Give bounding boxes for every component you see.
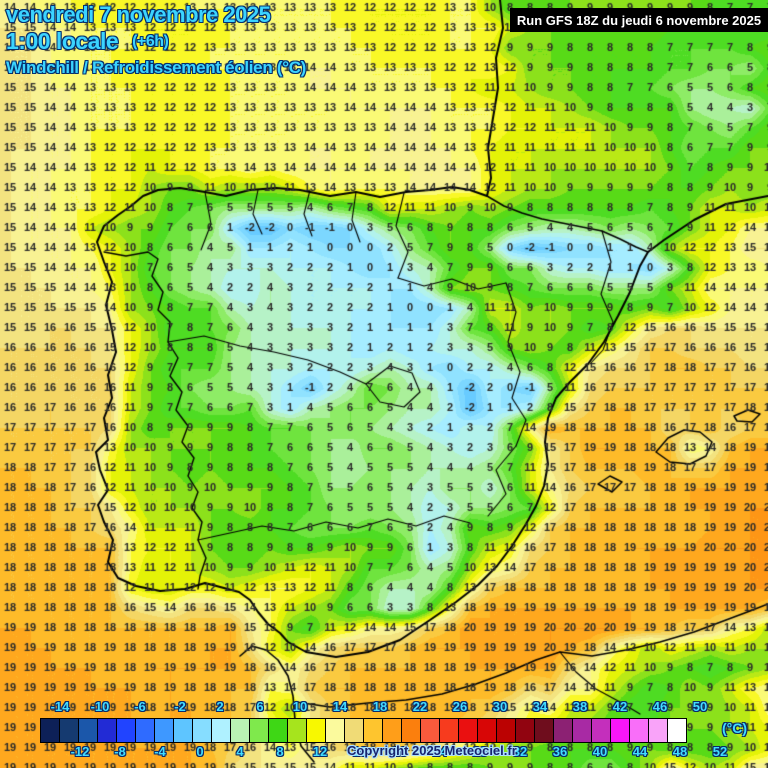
- scale-tick-label: -2: [174, 699, 186, 714]
- scale-cell: [135, 718, 155, 743]
- scale-cell: [401, 718, 421, 743]
- scale-cell: [97, 718, 117, 743]
- scale-cell: [420, 718, 440, 743]
- map-header: vendredi 7 novembre 2025 1:00 locale (+6…: [6, 2, 306, 79]
- scale-tick-label: 12: [312, 744, 328, 759]
- scale-tick-label: 16: [352, 744, 368, 759]
- scale-cell: [40, 718, 60, 743]
- scale-cell: [59, 718, 79, 743]
- scale-tick-label: 0: [196, 744, 204, 759]
- scale-cell: [211, 718, 231, 743]
- scale-tick-label: -6: [134, 699, 146, 714]
- scale-tick-label: -8: [114, 744, 126, 759]
- scale-tick-label: 8: [276, 744, 284, 759]
- scale-tick-label: 32: [512, 744, 528, 759]
- scale-cell: [78, 718, 98, 743]
- scale-cell: [591, 718, 611, 743]
- local-time-label: 1:00 locale: [6, 28, 119, 54]
- scale-tick-label: 34: [532, 699, 548, 714]
- scale-tick-label: 48: [672, 744, 688, 759]
- scale-tick-label: 30: [492, 699, 508, 714]
- scale-cell: [249, 718, 269, 743]
- scale-cell: [439, 718, 459, 743]
- scale-cell: [154, 718, 174, 743]
- scale-tick-label: 20: [392, 744, 408, 759]
- variable-label: Windchill / Refroidissement éolien (°C): [6, 58, 307, 77]
- scale-tick-label: -10: [90, 699, 110, 714]
- color-scale-bar: [40, 718, 687, 743]
- scale-tick-label: 14: [332, 699, 348, 714]
- scale-tick-label: -12: [70, 744, 90, 759]
- copyright-label: Copyright 2025 Meteociel.fr: [347, 743, 517, 758]
- scale-cell: [667, 718, 687, 743]
- scale-cell: [458, 718, 478, 743]
- scale-cell: [382, 718, 402, 743]
- scale-tick-label: 4: [236, 744, 244, 759]
- scale-cell: [610, 718, 630, 743]
- unit-label: (°C): [722, 720, 748, 736]
- run-info-box: Run GFS 18Z du jeudi 6 novembre 2025: [510, 8, 768, 32]
- scale-tick-label: 50: [692, 699, 708, 714]
- scale-cell: [553, 718, 573, 743]
- scale-cell: [629, 718, 649, 743]
- scale-tick-label: 28: [472, 744, 488, 759]
- scale-tick-label: -4: [154, 744, 166, 759]
- scale-tick-label: 2: [216, 699, 224, 714]
- scale-cell: [496, 718, 516, 743]
- scale-tick-label: 22: [412, 699, 428, 714]
- scale-cell: [230, 718, 250, 743]
- scale-cell: [325, 718, 345, 743]
- scale-tick-label: 10: [292, 699, 308, 714]
- scale-cell: [268, 718, 288, 743]
- scale-tick-label: 40: [592, 744, 608, 759]
- scale-tick-label: 24: [432, 744, 448, 759]
- scale-tick-label: 46: [652, 699, 668, 714]
- color-scale-legend: (°C) -14 -10 -6 -2 2 6 10 14 18 22 26 30 34 38 42 46 50-…: [0, 695, 768, 768]
- scale-cell: [344, 718, 364, 743]
- scale-cell: [306, 718, 326, 743]
- scale-tick-label: 6: [256, 699, 264, 714]
- scale-tick-label: 18: [372, 699, 388, 714]
- scale-tick-label: 42: [612, 699, 628, 714]
- scale-tick-label: 52: [712, 744, 728, 759]
- scale-cell: [287, 718, 307, 743]
- forecast-offset-label: (+6h): [132, 33, 169, 50]
- scale-cell: [173, 718, 193, 743]
- scale-cell: [648, 718, 668, 743]
- scale-cell: [116, 718, 136, 743]
- scale-cell: [534, 718, 554, 743]
- scale-cell: [572, 718, 592, 743]
- scale-tick-label: 38: [572, 699, 588, 714]
- scale-tick-label: -14: [50, 699, 70, 714]
- date-label: vendredi 7 novembre 2025: [6, 2, 271, 27]
- scale-cell: [363, 718, 383, 743]
- scale-cell: [515, 718, 535, 743]
- scale-cell: [192, 718, 212, 743]
- scale-tick-label: 26: [452, 699, 468, 714]
- scale-tick-label: 36: [552, 744, 568, 759]
- scale-cell: [477, 718, 497, 743]
- scale-tick-label: 44: [632, 744, 648, 759]
